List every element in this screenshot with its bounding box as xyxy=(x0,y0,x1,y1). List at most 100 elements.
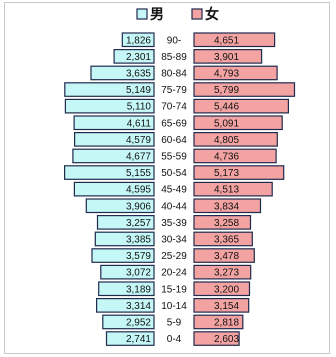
male-value-label: 3,635 xyxy=(126,69,151,80)
female-value-label: 3,200 xyxy=(214,284,239,295)
male-value-label: 4,595 xyxy=(126,185,151,196)
female-value-label: 5,446 xyxy=(214,102,239,113)
female-value-label: 3,258 xyxy=(214,218,239,229)
age-group-label: 60-64 xyxy=(161,135,187,146)
female-value-label: 4,793 xyxy=(214,69,239,80)
age-group-label: 45-49 xyxy=(161,185,187,196)
female-value-label: 3,901 xyxy=(214,52,239,63)
age-group-label: 35-39 xyxy=(161,218,187,229)
age-group-label: 65-69 xyxy=(161,118,187,129)
age-group-label: 40-44 xyxy=(161,201,187,212)
female-value-label: 5,091 xyxy=(214,118,239,129)
female-bar-10-14 xyxy=(193,298,250,313)
male-bar-35-39 xyxy=(96,215,155,230)
male-value-label: 2,741 xyxy=(126,334,151,345)
male-value-label: 3,189 xyxy=(126,284,151,295)
male-value-label: 5,110 xyxy=(127,102,152,113)
female-bar-40-44 xyxy=(193,198,262,214)
male-value-label: 3,314 xyxy=(126,301,151,312)
age-group-label: 50-54 xyxy=(161,168,187,179)
female-bar-35-39 xyxy=(193,215,252,230)
age-group-label: 20-24 xyxy=(161,268,187,279)
age-group-label: 5-9 xyxy=(167,318,182,329)
male-value-label: 2,952 xyxy=(126,318,151,329)
female-value-label: 2,603 xyxy=(214,334,239,345)
female-bar-85-89 xyxy=(193,48,263,64)
age-group-label: 70-74 xyxy=(161,102,187,113)
male-value-label: 1,826 xyxy=(126,35,151,46)
age-group-label: 30-34 xyxy=(161,235,187,246)
male-value-label: 5,155 xyxy=(126,168,151,179)
female-value-label: 4,651 xyxy=(214,35,239,46)
male-bar-30-34 xyxy=(94,231,155,247)
male-value-label: 3,257 xyxy=(126,218,151,229)
female-bar-70-74 xyxy=(193,98,290,114)
female-value-label: 3,273 xyxy=(214,268,239,279)
age-group-label: 0-4 xyxy=(167,334,182,345)
female-bar-5-9 xyxy=(193,314,244,330)
female-bar-55-59 xyxy=(193,148,277,164)
female-value-label: 5,173 xyxy=(214,168,239,179)
age-group-label: 55-59 xyxy=(161,152,187,163)
male-value-label: 4,611 xyxy=(127,118,152,129)
male-bar-50-54 xyxy=(63,165,155,180)
male-value-label: 3,579 xyxy=(126,251,151,262)
female-value-label: 3,834 xyxy=(214,201,239,212)
female-bar-65-69 xyxy=(193,115,283,131)
female-value-label: 3,478 xyxy=(214,251,239,262)
legend-female-label: 女 xyxy=(205,6,219,23)
male-value-label: 3,385 xyxy=(126,235,151,246)
male-bar-85-89 xyxy=(113,48,155,64)
male-bar-20-24 xyxy=(100,264,155,280)
female-value-label: 4,736 xyxy=(214,152,239,163)
female-bar-0-4 xyxy=(193,331,240,346)
female-value-label: 4,513 xyxy=(214,185,239,196)
male-bar-25-29 xyxy=(91,248,155,263)
female-value-label: 3,365 xyxy=(214,235,239,246)
male-bar-15-19 xyxy=(98,281,155,297)
age-group-label: 15-19 xyxy=(161,284,187,295)
male-value-label: 4,579 xyxy=(126,135,151,146)
age-group-label: 10-14 xyxy=(161,301,187,312)
age-group-label: 90- xyxy=(167,35,181,46)
male-value-label: 3,072 xyxy=(126,268,151,279)
bars-group: 1,826 4,651 90- 2,301 3,901 85-89 3,635 4,793 80… xyxy=(63,32,296,346)
female-value-label: 4,805 xyxy=(214,135,239,146)
male-bar-45-49 xyxy=(73,181,155,197)
male-bar-70-74 xyxy=(64,98,155,114)
female-bar-30-34 xyxy=(193,231,253,247)
male-bar-55-59 xyxy=(72,148,155,164)
female-value-label: 5,799 xyxy=(214,85,239,96)
male-value-label: 4,677 xyxy=(126,152,151,163)
age-group-label: 80-84 xyxy=(161,69,187,80)
female-value-label: 3,154 xyxy=(214,301,239,312)
male-bar-5-9 xyxy=(102,314,155,330)
female-bar-90- xyxy=(193,32,276,48)
male-bar-80-84 xyxy=(90,65,155,81)
age-group-label: 85-89 xyxy=(161,52,187,63)
male-value-label: 3,906 xyxy=(126,201,151,212)
female-bar-15-19 xyxy=(193,281,251,297)
female-bar-75-79 xyxy=(193,82,296,97)
male-value-label: 2,301 xyxy=(126,52,151,63)
legend-male-label: 男 xyxy=(150,7,164,23)
male-bar-0-4 xyxy=(105,331,155,346)
male-bar-90- xyxy=(121,32,155,48)
female-bar-20-24 xyxy=(193,264,252,280)
female-value-label: 2,818 xyxy=(214,318,239,329)
legend-male-swatch xyxy=(136,8,148,20)
female-bar-60-64 xyxy=(193,132,278,147)
female-bar-80-84 xyxy=(193,65,278,81)
legend-female-swatch xyxy=(191,8,203,20)
age-group-label: 75-79 xyxy=(161,85,187,96)
legend: 男 女 xyxy=(136,6,219,23)
male-bar-10-14 xyxy=(95,298,155,313)
female-bar-45-49 xyxy=(193,181,273,197)
male-value-label: 5,149 xyxy=(126,85,151,96)
female-bar-25-29 xyxy=(193,248,255,263)
male-bar-40-44 xyxy=(85,198,155,214)
female-bar-50-54 xyxy=(193,165,285,180)
age-group-label: 25-29 xyxy=(161,251,187,262)
male-bar-65-69 xyxy=(73,115,155,131)
